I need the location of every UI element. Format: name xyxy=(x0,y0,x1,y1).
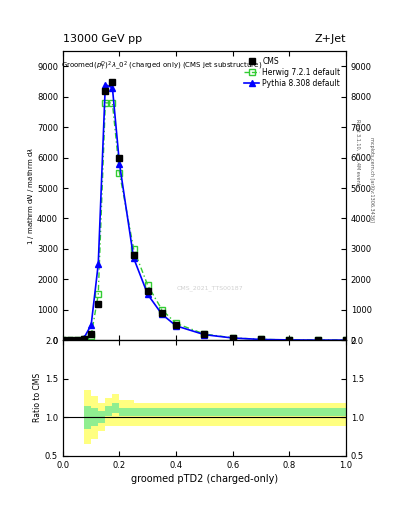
Legend: CMS, Herwig 7.2.1 default, Pythia 8.308 default: CMS, Herwig 7.2.1 default, Pythia 8.308 … xyxy=(242,55,342,90)
Y-axis label: 1 / mathrm d$N$ / mathrm d$\lambda$: 1 / mathrm d$N$ / mathrm d$\lambda$ xyxy=(26,146,35,245)
CMS xyxy=(110,78,115,84)
Text: Groomed$(p_T^D)^2\lambda\_0^2$ (charged only) (CMS jet substructure): Groomed$(p_T^D)^2\lambda\_0^2$ (charged … xyxy=(61,60,263,73)
Y-axis label: Ratio to CMS: Ratio to CMS xyxy=(33,373,42,422)
CMS xyxy=(202,331,207,337)
Line: CMS: CMS xyxy=(60,79,349,343)
CMS xyxy=(131,252,136,258)
Text: 13000 GeV pp: 13000 GeV pp xyxy=(63,33,142,44)
CMS xyxy=(82,335,86,342)
X-axis label: groomed pTD2 (charged-only): groomed pTD2 (charged-only) xyxy=(131,474,278,484)
Text: CMS_2021_TTS00187: CMS_2021_TTS00187 xyxy=(177,285,243,291)
CMS xyxy=(230,335,235,341)
CMS xyxy=(145,288,150,294)
CMS xyxy=(117,155,122,161)
CMS xyxy=(315,337,320,343)
Text: Z+Jet: Z+Jet xyxy=(314,33,346,44)
CMS xyxy=(343,337,348,343)
CMS xyxy=(89,331,94,337)
CMS xyxy=(68,337,72,343)
CMS xyxy=(160,310,164,316)
CMS xyxy=(75,337,79,343)
CMS xyxy=(287,337,292,343)
CMS xyxy=(61,337,65,343)
CMS xyxy=(96,301,101,307)
CMS xyxy=(174,322,178,328)
CMS xyxy=(103,88,108,94)
Text: mcplots.cern.ch [arXiv:1306.3436]: mcplots.cern.ch [arXiv:1306.3436] xyxy=(369,137,375,222)
CMS xyxy=(259,336,263,343)
Text: Rivet 3.1.10, ≥ 3.4M events: Rivet 3.1.10, ≥ 3.4M events xyxy=(356,119,361,188)
